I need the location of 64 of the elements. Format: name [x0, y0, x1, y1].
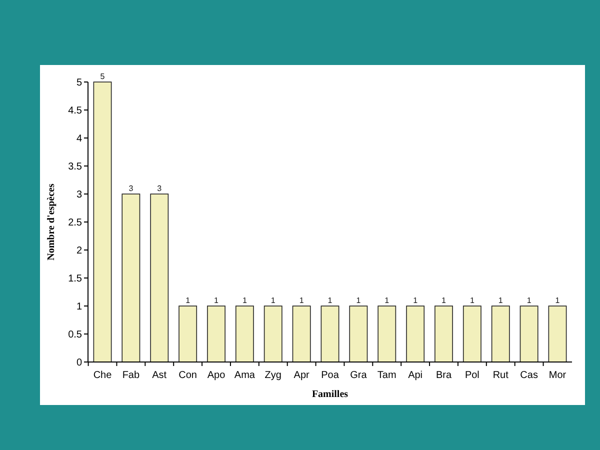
y-tick-label: 2 [76, 246, 82, 256]
data-label: 1 [413, 296, 418, 305]
data-label: 1 [384, 296, 390, 305]
bar [491, 306, 510, 362]
bar [406, 306, 425, 362]
data-label: 1 [299, 296, 304, 305]
x-tick-label: Con [178, 370, 197, 381]
data-label: 5 [100, 72, 106, 81]
data-label: 1 [356, 296, 362, 305]
bar [178, 306, 198, 362]
x-tick-label: Cas [520, 370, 538, 381]
data-label: 1 [470, 296, 475, 305]
data-label: 1 [526, 296, 532, 305]
x-tick-label: Apr [294, 370, 310, 381]
data-label: 3 [157, 184, 162, 193]
bar [434, 306, 453, 362]
y-tick-label: 1 [76, 302, 82, 312]
x-tick-label: Pol [464, 370, 480, 381]
data-label: 1 [242, 296, 248, 305]
bar [207, 306, 226, 362]
bar [462, 306, 482, 362]
x-tick-label: Api [408, 370, 423, 381]
y-tick-label: 0 [76, 358, 82, 368]
data-label: 1 [442, 296, 447, 305]
x-tick-label: Che [93, 370, 112, 381]
y-tick-label: 1.5 [68, 274, 82, 284]
y-tick-label: 3 [76, 190, 82, 200]
data-label: 1 [498, 296, 504, 305]
x-tick-label: Ast [152, 370, 167, 381]
bar [548, 306, 567, 362]
bar [93, 82, 112, 362]
x-tick-label: Mor [548, 370, 567, 381]
y-tick-label: 2.5 [68, 218, 82, 228]
bar [122, 194, 140, 362]
y-tick-label: 4 [76, 134, 82, 144]
bar [150, 194, 169, 362]
y-tick-label: 4.5 [68, 106, 82, 116]
data-label: 1 [270, 296, 276, 305]
x-tick-label: Tam [377, 370, 396, 381]
x-tick-label: Apo [207, 370, 226, 381]
x-tick-label: Rut [492, 370, 509, 381]
x-axis-title: Familles [312, 389, 348, 400]
data-label: 1 [555, 296, 560, 305]
x-tick-label: Ama [234, 370, 256, 381]
y-tick-label: 5 [76, 78, 82, 88]
y-tick-label: 3.5 [68, 162, 82, 172]
y-axis-title: Nombre d'espèces [46, 184, 57, 260]
bar [235, 306, 254, 362]
bar [292, 306, 311, 362]
x-tick-label: Zyg [264, 370, 282, 381]
y-tick-label: 0.5 [68, 330, 82, 340]
data-label: 1 [186, 296, 191, 305]
bar [349, 306, 368, 362]
data-label: 1 [328, 296, 333, 305]
x-tick-label: Poa [321, 370, 340, 381]
x-tick-label: Fab [122, 370, 140, 381]
bar [264, 306, 282, 362]
x-tick-label: Gra [350, 370, 368, 381]
data-label: 1 [214, 296, 220, 305]
bar [520, 306, 538, 362]
bar [378, 306, 396, 362]
data-label: 3 [128, 184, 134, 193]
x-tick-label: Bra [436, 370, 452, 381]
bar [320, 306, 340, 362]
